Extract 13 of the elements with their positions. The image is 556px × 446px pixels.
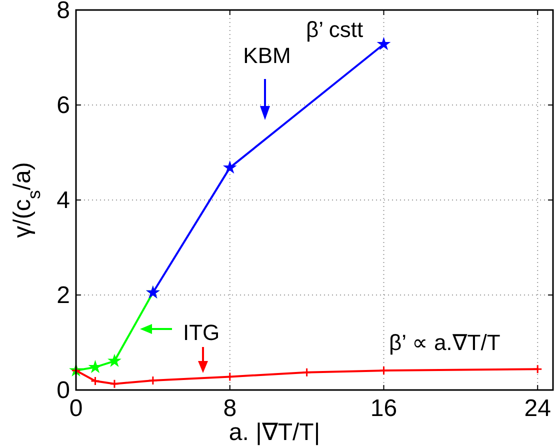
y-tick-label: 6 xyxy=(56,92,70,119)
x-tick-label: 16 xyxy=(370,395,398,422)
annotation: ITG xyxy=(183,320,220,345)
annotation: KBM xyxy=(243,43,291,68)
y-tick-label: 4 xyxy=(56,187,70,214)
x-axis-title: a. |∇T/T| xyxy=(228,419,320,446)
y-tick-label: 0 xyxy=(56,377,70,404)
y-tick-label: 8 xyxy=(56,0,70,24)
y-tick-label: 2 xyxy=(56,282,70,309)
annotation: β’ cstt xyxy=(306,17,364,42)
x-tick-label: 24 xyxy=(524,395,551,422)
x-tick-label: 8 xyxy=(223,395,237,422)
annotation: β’ ∝ a.∇T/T xyxy=(389,330,500,355)
